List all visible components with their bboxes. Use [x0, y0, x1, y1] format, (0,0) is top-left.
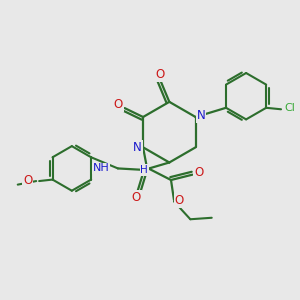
Text: O: O [113, 98, 123, 111]
Text: N: N [196, 109, 205, 122]
Text: O: O [175, 194, 184, 207]
Text: O: O [194, 166, 204, 179]
Text: NH: NH [93, 164, 110, 173]
Text: H: H [140, 165, 148, 175]
Text: O: O [23, 174, 32, 187]
Text: Cl: Cl [284, 103, 296, 113]
Text: O: O [131, 191, 141, 204]
Text: N: N [133, 141, 142, 154]
Text: O: O [155, 68, 164, 81]
